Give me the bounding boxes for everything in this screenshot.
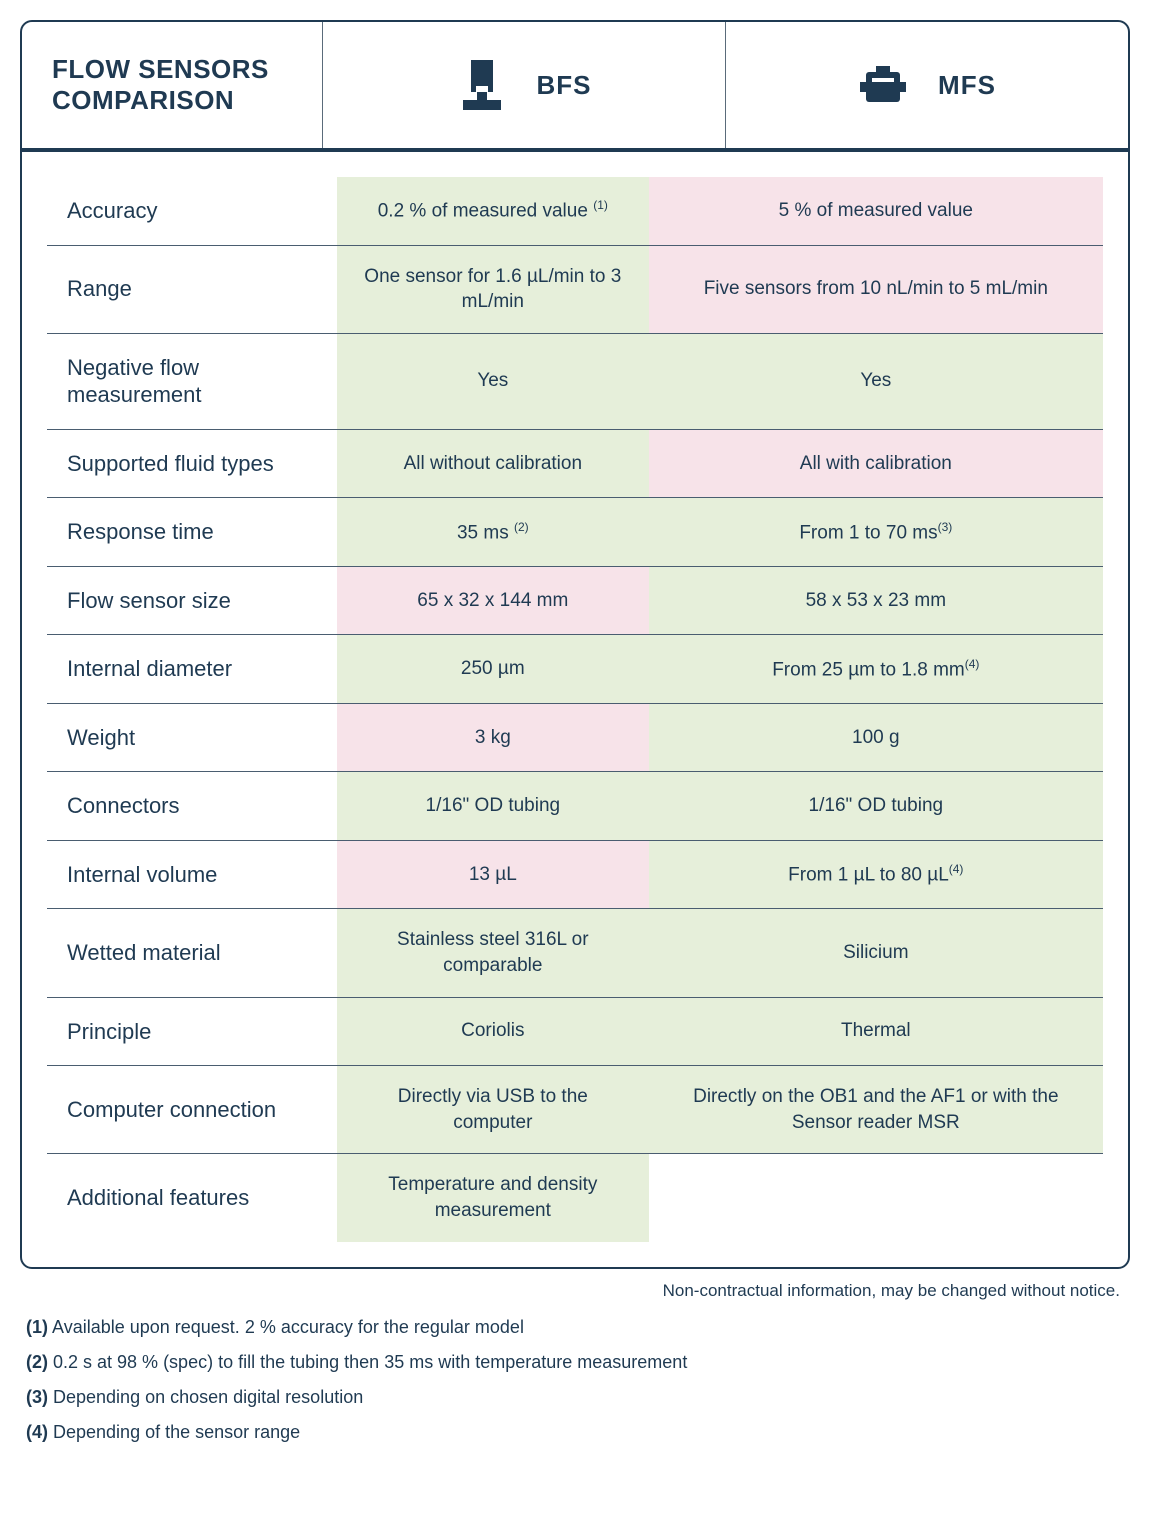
cell-bfs: 3 kg: [337, 703, 649, 772]
cell-bfs: Directly via USB to the computer: [337, 1066, 649, 1154]
header-col-bfs: BFS: [322, 22, 725, 148]
cell-mfs: 1/16" OD tubing: [649, 772, 1103, 841]
cell-mfs: Yes: [649, 333, 1103, 429]
row-label: Flow sensor size: [47, 566, 337, 635]
cell-mfs: From 1 µL to 80 µL(4): [649, 840, 1103, 909]
title-line1: FLOW SENSORS: [52, 54, 269, 84]
comparison-card: FLOW SENSORS COMPARISON BFS: [20, 20, 1130, 1269]
cell-mfs: Thermal: [649, 997, 1103, 1066]
row-label: Range: [47, 245, 337, 333]
cell-bfs: Stainless steel 316L or comparable: [337, 909, 649, 997]
row-label: Computer connection: [47, 1066, 337, 1154]
title-line2: COMPARISON: [52, 85, 234, 115]
cell-mfs: 100 g: [649, 703, 1103, 772]
table-row: Negative flow measurementYesYes: [47, 333, 1103, 429]
footnotes: (1) Available upon request. 2 % accuracy…: [20, 1315, 1130, 1446]
cell-mfs: Five sensors from 10 nL/min to 5 mL/min: [649, 245, 1103, 333]
comparison-table: Accuracy0.2 % of measured value (1)5 % o…: [47, 177, 1103, 1242]
row-label: Principle: [47, 997, 337, 1066]
cell-mfs: 5 % of measured value: [649, 177, 1103, 245]
row-label: Wetted material: [47, 909, 337, 997]
table-row: Connectors1/16" OD tubing1/16" OD tubing: [47, 772, 1103, 841]
row-label: Internal volume: [47, 840, 337, 909]
cell-bfs: Yes: [337, 333, 649, 429]
cell-mfs: [649, 1154, 1103, 1242]
header-col-mfs: MFS: [725, 22, 1128, 148]
row-label: Internal diameter: [47, 635, 337, 704]
table-row: Computer connectionDirectly via USB to t…: [47, 1066, 1103, 1154]
cell-bfs: All without calibration: [337, 429, 649, 498]
cell-bfs: 250 µm: [337, 635, 649, 704]
row-label: Connectors: [47, 772, 337, 841]
cell-bfs: One sensor for 1.6 µL/min to 3 mL/min: [337, 245, 649, 333]
cell-mfs: Directly on the OB1 and the AF1 or with …: [649, 1066, 1103, 1154]
cell-bfs: 65 x 32 x 144 mm: [337, 566, 649, 635]
disclaimer: Non-contractual information, may be chan…: [20, 1281, 1120, 1301]
table-row: Flow sensor size65 x 32 x 144 mm58 x 53 …: [47, 566, 1103, 635]
row-label: Accuracy: [47, 177, 337, 245]
table-wrap: Accuracy0.2 % of measured value (1)5 % o…: [22, 152, 1128, 1267]
table-row: Internal diameter250 µmFrom 25 µm to 1.8…: [47, 635, 1103, 704]
mfs-sensor-icon: [858, 58, 908, 113]
footnote: (3) Depending on chosen digital resoluti…: [26, 1385, 1124, 1410]
cell-mfs: 58 x 53 x 23 mm: [649, 566, 1103, 635]
cell-bfs: 1/16" OD tubing: [337, 772, 649, 841]
cell-bfs: Temperature and density measurement: [337, 1154, 649, 1242]
table-row: RangeOne sensor for 1.6 µL/min to 3 mL/m…: [47, 245, 1103, 333]
table-row: Response time35 ms (2)From 1 to 70 ms(3): [47, 498, 1103, 567]
cell-bfs: 13 µL: [337, 840, 649, 909]
footnote: (4) Depending of the sensor range: [26, 1420, 1124, 1445]
footnote: (2) 0.2 s at 98 % (spec) to fill the tub…: [26, 1350, 1124, 1375]
cell-bfs: Coriolis: [337, 997, 649, 1066]
table-row: PrincipleCoriolisThermal: [47, 997, 1103, 1066]
cell-bfs: 35 ms (2): [337, 498, 649, 567]
header-row: FLOW SENSORS COMPARISON BFS: [22, 22, 1128, 152]
cell-mfs: All with calibration: [649, 429, 1103, 498]
cell-mfs: Silicium: [649, 909, 1103, 997]
table-row: Weight3 kg100 g: [47, 703, 1103, 772]
bfs-sensor-icon: [457, 58, 507, 113]
cell-bfs: 0.2 % of measured value (1): [337, 177, 649, 245]
row-label: Negative flow measurement: [47, 333, 337, 429]
header-label-bfs: BFS: [537, 70, 592, 101]
row-label: Supported fluid types: [47, 429, 337, 498]
table-row: Accuracy0.2 % of measured value (1)5 % o…: [47, 177, 1103, 245]
cell-mfs: From 25 µm to 1.8 mm(4): [649, 635, 1103, 704]
header-label-mfs: MFS: [938, 70, 996, 101]
table-row: Wetted materialStainless steel 316L or c…: [47, 909, 1103, 997]
cell-mfs: From 1 to 70 ms(3): [649, 498, 1103, 567]
table-row: Supported fluid typesAll without calibra…: [47, 429, 1103, 498]
table-row: Internal volume13 µLFrom 1 µL to 80 µL(4…: [47, 840, 1103, 909]
header-title: FLOW SENSORS COMPARISON: [22, 29, 322, 141]
row-label: Response time: [47, 498, 337, 567]
row-label: Additional features: [47, 1154, 337, 1242]
table-row: Additional featuresTemperature and densi…: [47, 1154, 1103, 1242]
row-label: Weight: [47, 703, 337, 772]
footnote: (1) Available upon request. 2 % accuracy…: [26, 1315, 1124, 1340]
